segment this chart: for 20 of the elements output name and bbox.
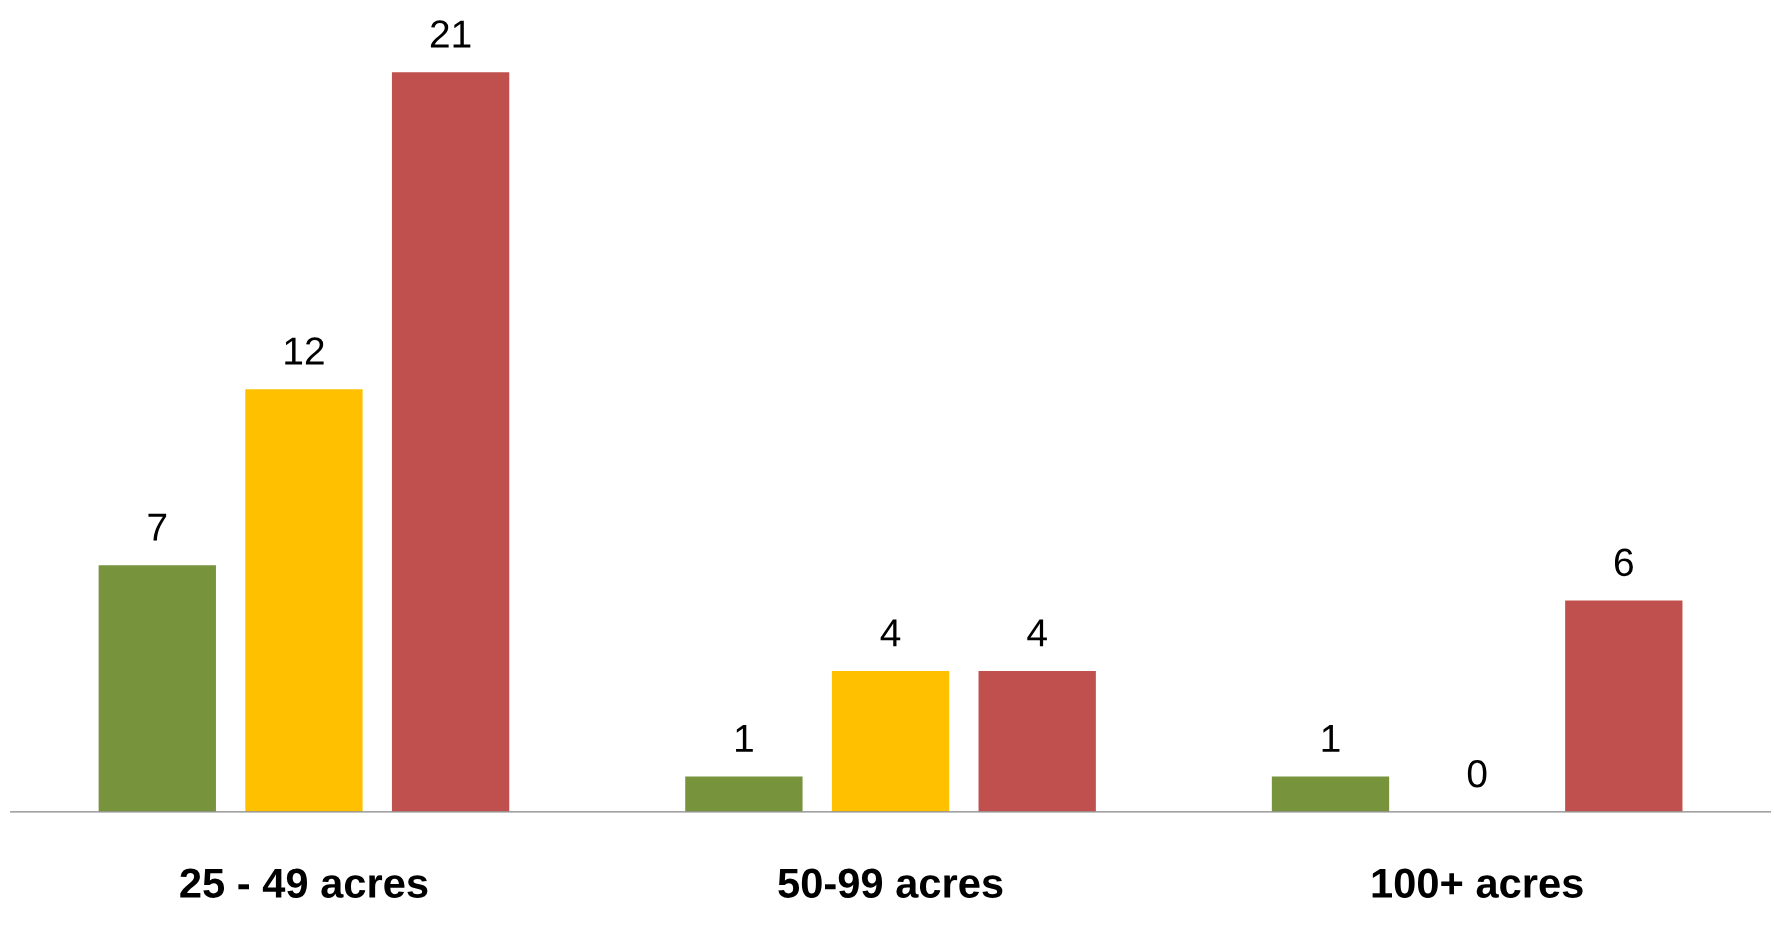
data-label: 1 (1322, 725, 1340, 752)
data-label: 7 (148, 513, 167, 541)
data-label: 12 (285, 337, 324, 365)
bar (831, 670, 950, 812)
data-label: 21 (430, 20, 471, 48)
data-label: 1 (736, 725, 753, 752)
x-tick-label: 25 - 49 acres (180, 868, 428, 898)
x-tick-label: 100+ acres (1372, 868, 1583, 898)
bar (978, 670, 1096, 812)
bar (391, 72, 510, 812)
bar (1565, 600, 1683, 812)
data-label: 6 (1614, 548, 1633, 577)
data-label: 4 (880, 619, 901, 647)
bar (245, 389, 363, 812)
data-label: 0 (1467, 759, 1487, 788)
bar (98, 565, 216, 812)
data-label: 4 (1027, 619, 1047, 647)
bar (1271, 776, 1390, 812)
x-tick-label: 50-99 acres (778, 868, 1003, 898)
bar (685, 776, 803, 812)
